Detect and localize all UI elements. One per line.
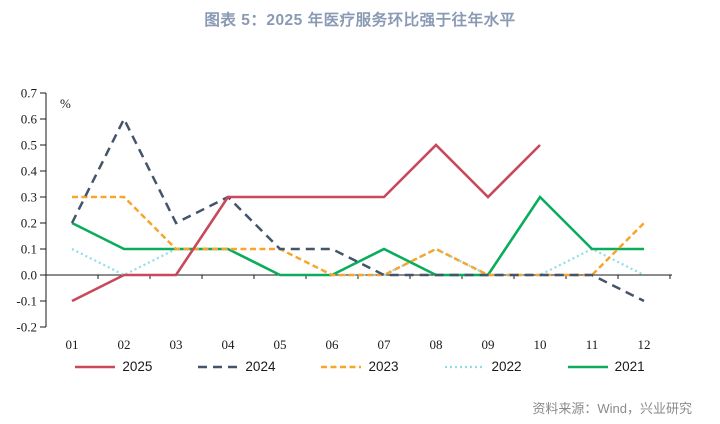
y-axis-label: -0.2 bbox=[16, 320, 37, 335]
y-axis-label: 0.7 bbox=[21, 86, 38, 101]
legend-item-2025: 2025 bbox=[75, 359, 152, 374]
legend-label: 2025 bbox=[122, 359, 153, 374]
x-axis-label: 02 bbox=[118, 337, 131, 352]
chart-legend: 2025 2024 2023 2022 2021 bbox=[0, 359, 720, 374]
legend-line-sample bbox=[444, 365, 485, 368]
x-axis-label: 09 bbox=[482, 337, 495, 352]
x-axis-label: 08 bbox=[430, 337, 443, 352]
y-axis-label: -0.1 bbox=[16, 294, 37, 309]
series-line-2025 bbox=[71, 143, 541, 303]
legend-item-2021: 2021 bbox=[567, 359, 645, 374]
y-axis-label: 0.3 bbox=[21, 190, 37, 205]
series-line-2024 bbox=[70, 116, 645, 303]
legend-item-2022: 2022 bbox=[444, 359, 522, 374]
x-axis-label: 05 bbox=[274, 337, 287, 352]
x-axis-label: 10 bbox=[534, 337, 547, 352]
legend-label: 2024 bbox=[245, 359, 276, 374]
legend-label: 2022 bbox=[491, 359, 522, 374]
y-axis-label: 0.5 bbox=[21, 138, 37, 153]
y-axis-label: 0.2 bbox=[21, 216, 37, 231]
y-axis-label: 0.1 bbox=[21, 242, 37, 257]
source-note: 资料来源：Wind，兴业研究 bbox=[532, 401, 692, 416]
legend-line-sample bbox=[567, 365, 608, 368]
chart-title: 图表 5：2025 年医疗服务环比强于往年水平 bbox=[204, 12, 516, 29]
legend-line-sample bbox=[321, 365, 362, 368]
series-line-2023 bbox=[72, 195, 645, 277]
legend-item-2024: 2024 bbox=[198, 359, 275, 374]
legend-label: 2023 bbox=[368, 359, 399, 374]
y-axis-unit-label: % bbox=[60, 96, 71, 111]
y-axis-label: 0.6 bbox=[21, 112, 38, 127]
x-axis-label: 06 bbox=[326, 337, 340, 352]
y-axis-label: 0.0 bbox=[21, 268, 37, 283]
x-axis-label: 03 bbox=[170, 337, 183, 352]
series-line-2022 bbox=[71, 247, 645, 277]
legend-label: 2021 bbox=[614, 359, 645, 374]
y-axis-label: 0.4 bbox=[21, 164, 38, 179]
x-axis-label: 12 bbox=[638, 337, 651, 352]
x-axis-label: 07 bbox=[378, 337, 392, 352]
legend-item-2023: 2023 bbox=[321, 359, 399, 374]
x-axis-label: 01 bbox=[66, 337, 79, 352]
legend-line-sample bbox=[75, 365, 116, 368]
x-axis-label: 11 bbox=[586, 337, 599, 352]
legend-line-sample bbox=[198, 365, 239, 368]
series-line-2021 bbox=[71, 194, 644, 277]
x-axis-label: 04 bbox=[222, 337, 236, 352]
